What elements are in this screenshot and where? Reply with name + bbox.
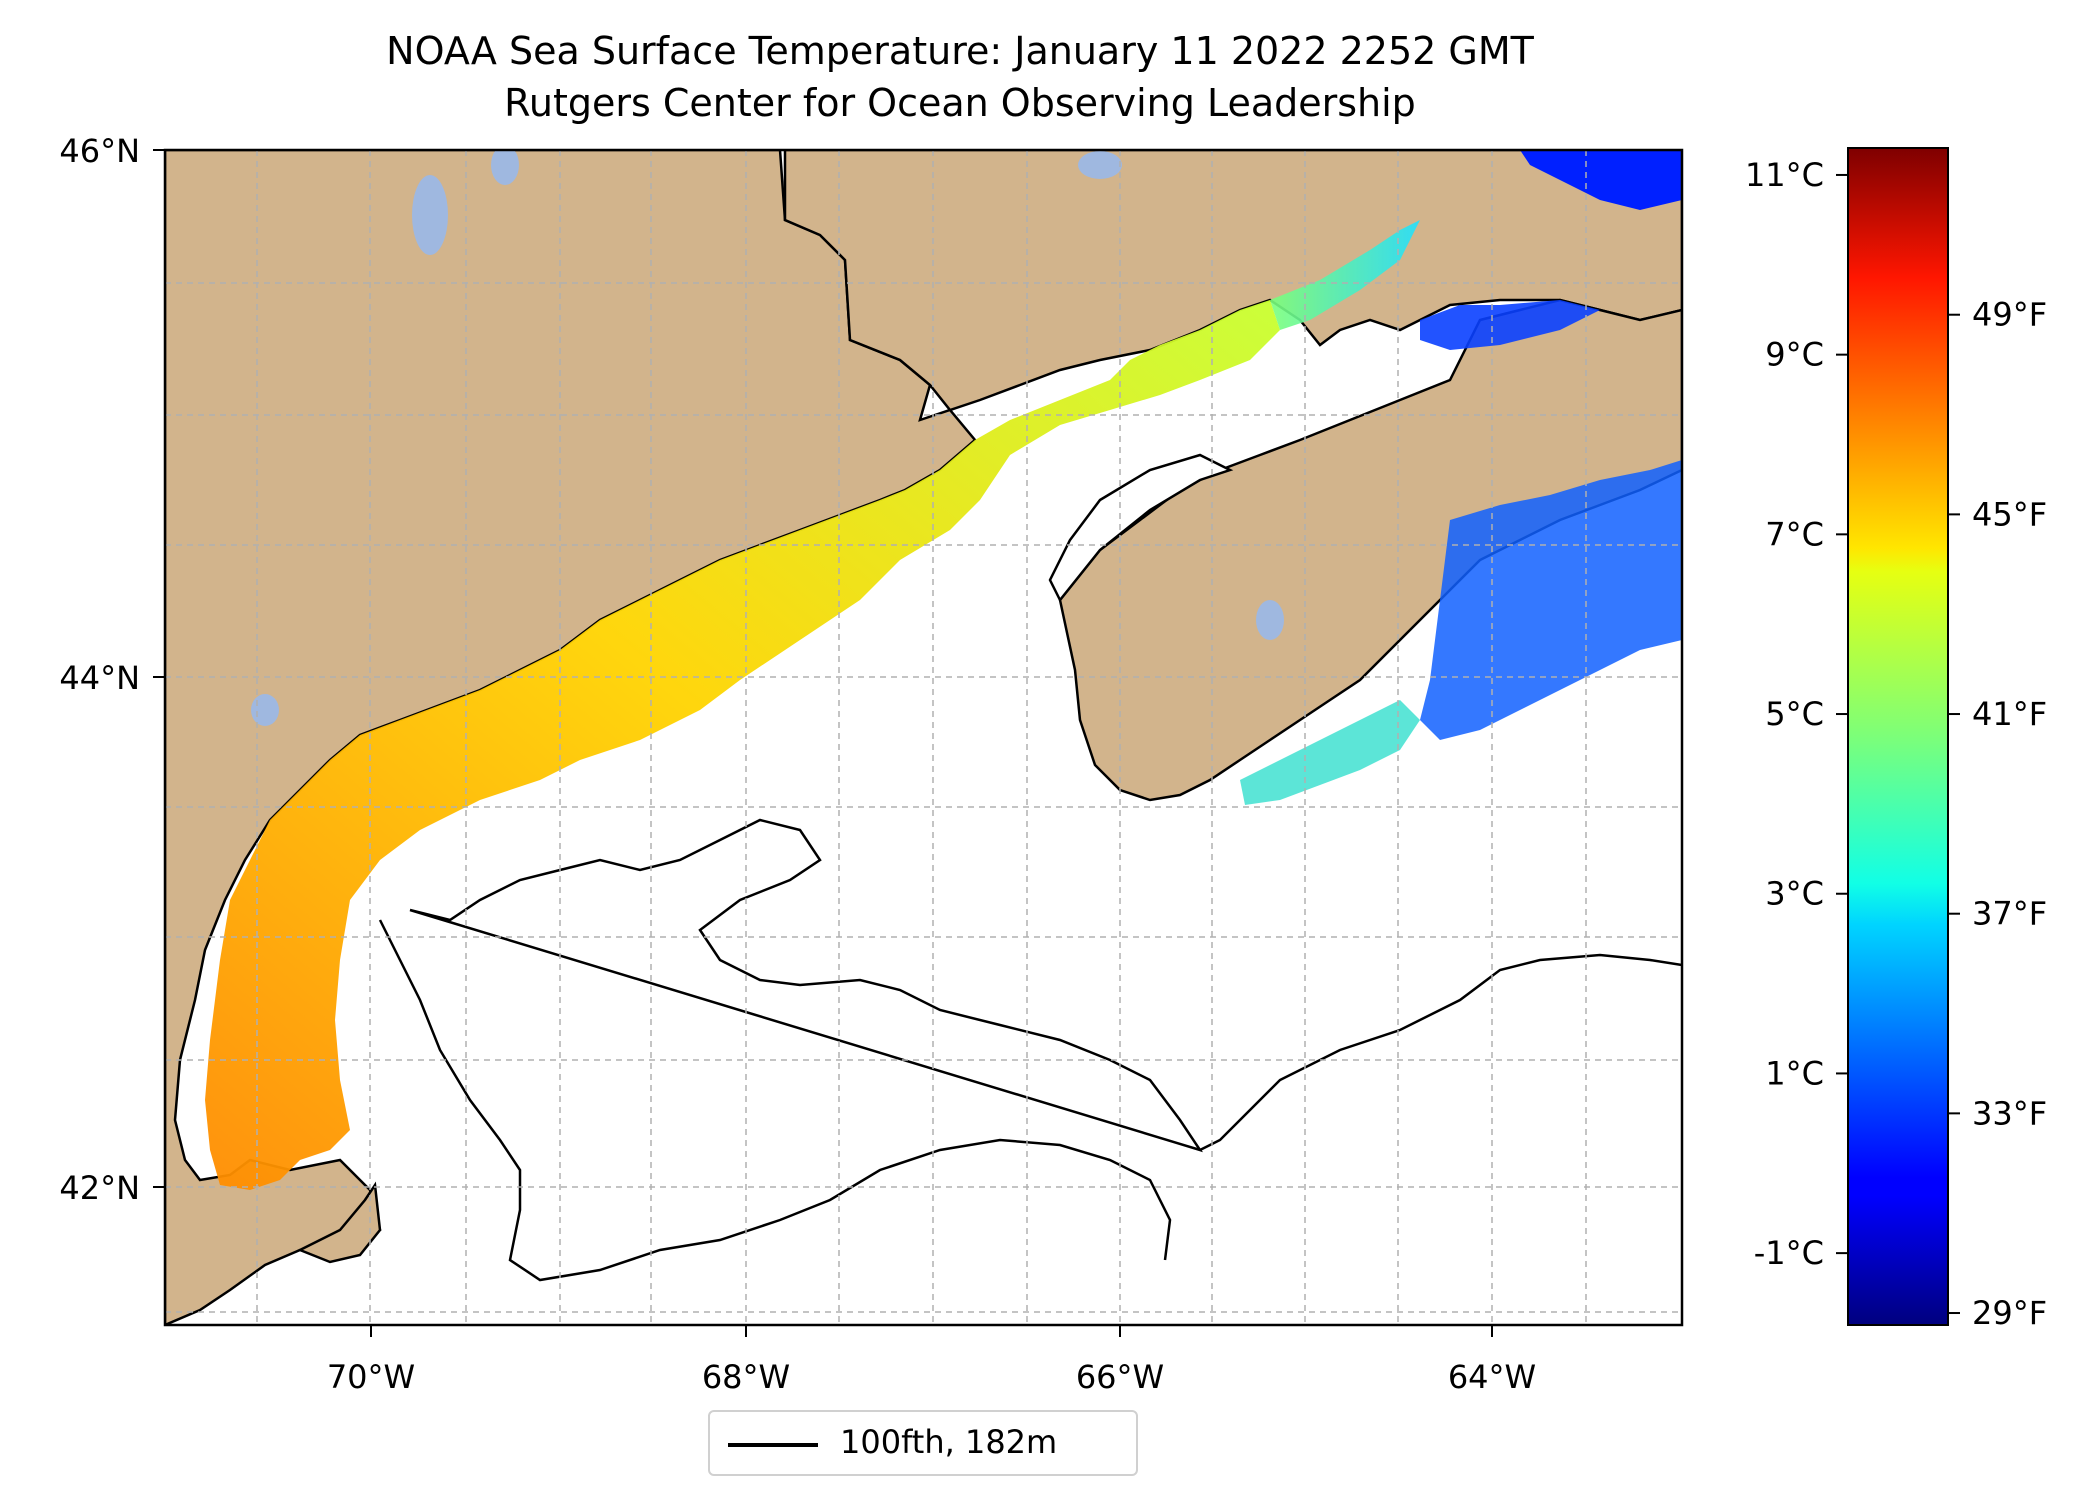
legend-line-swatch xyxy=(728,1443,818,1447)
lat-tick-label: 46°N xyxy=(59,132,140,170)
land-cape-cod xyxy=(296,1181,382,1264)
lon-tick-label: 70°W xyxy=(327,1358,415,1396)
colorbar-fahrenheit-label: 37°F xyxy=(1972,895,2047,933)
colorbar-fahrenheit-label: 49°F xyxy=(1972,296,2047,334)
lon-tick-label: 68°W xyxy=(702,1358,790,1396)
legend-label: 100fth, 182m xyxy=(840,1423,1058,1461)
lon-tick-label: 64°W xyxy=(1448,1358,1536,1396)
lat-tick-label: 44°N xyxy=(59,659,140,697)
lake-3 xyxy=(1078,151,1122,179)
colorbar-celsius-axis: 11°C 9°C 7°C 5°C 3°C 1°C -1°C xyxy=(1745,156,1848,1272)
colorbar-celsius-label: 11°C xyxy=(1745,156,1824,194)
bathymetry-contour xyxy=(378,818,1682,1282)
colorbar-celsius-label: 9°C xyxy=(1765,336,1824,374)
colorbar-celsius-label: 3°C xyxy=(1765,875,1824,913)
map-area xyxy=(165,150,1682,1325)
lake-1 xyxy=(412,175,448,255)
lat-tick-label: 42°N xyxy=(59,1169,140,1207)
colorbar-fahrenheit-label: 33°F xyxy=(1972,1094,2047,1132)
colorbar-celsius-label: -1°C xyxy=(1754,1234,1824,1272)
colorbar-fahrenheit-label: 41°F xyxy=(1972,695,2047,733)
sst-minas-basin xyxy=(1420,300,1600,350)
axis-ticks xyxy=(153,149,1493,1337)
sst-fundy-cool xyxy=(1270,220,1420,330)
legend: 100fth, 182m xyxy=(708,1410,1138,1476)
lake-5 xyxy=(1256,600,1284,640)
colorbar-fahrenheit-axis: 49°F 45°F 41°F 37°F 33°F 29°F xyxy=(1948,296,2047,1332)
lake-4 xyxy=(251,694,279,726)
colorbar-fahrenheit-label: 29°F xyxy=(1972,1294,2047,1332)
gridlines xyxy=(165,150,1682,1325)
colorbar-celsius-label: 5°C xyxy=(1765,695,1824,733)
colorbar-celsius-label: 7°C xyxy=(1765,515,1824,553)
map-frame xyxy=(163,148,1684,1327)
sst-northeast-corner xyxy=(1520,150,1682,210)
colorbar xyxy=(1847,147,1949,1326)
lon-tick-label: 66°W xyxy=(1076,1358,1164,1396)
colorbar-fahrenheit-label: 45°F xyxy=(1972,495,2047,533)
lake-2 xyxy=(491,150,519,185)
map-subtitle: Rutgers Center for Ocean Observing Leade… xyxy=(504,81,1416,125)
map-title: NOAA Sea Surface Temperature: January 11… xyxy=(386,29,1534,73)
sst-nova-scotia-coastal xyxy=(1240,700,1420,805)
sst-nova-scotia-shelf xyxy=(1420,460,1682,740)
sst-maine-coast xyxy=(205,300,1280,1190)
colorbar-celsius-label: 1°C xyxy=(1765,1054,1824,1092)
